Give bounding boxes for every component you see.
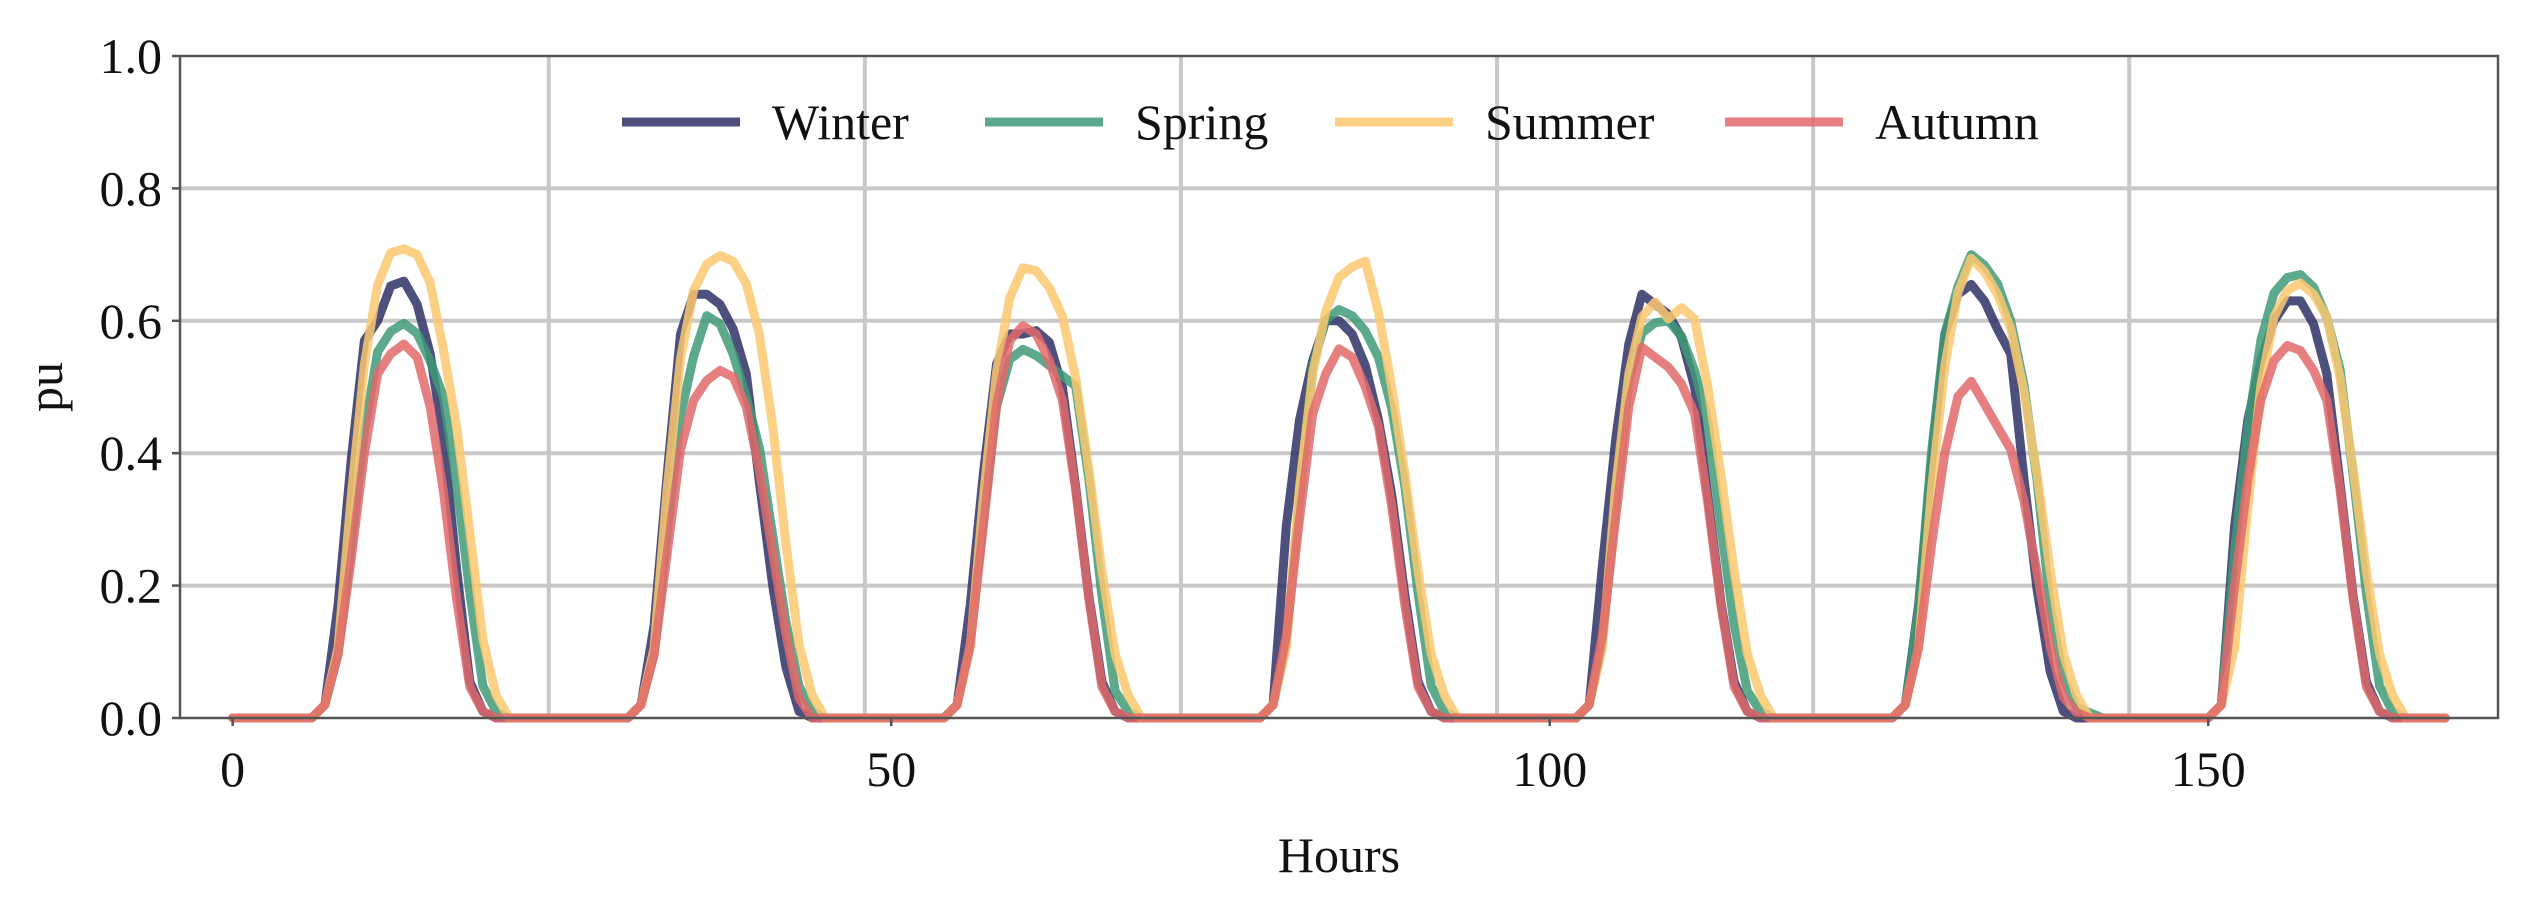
y-axis-title: pu bbox=[17, 362, 73, 412]
legend-label: Autumn bbox=[1875, 94, 2039, 150]
y-axis: 0.0 0.2 0.4 0.6 0.8 1.0 bbox=[100, 28, 180, 746]
y-tick-label: 0.0 bbox=[100, 690, 163, 746]
plot-frame bbox=[178, 54, 2500, 720]
x-axis: 0 50 100 150 bbox=[220, 718, 2246, 797]
legend-item-spring[interactable]: Spring bbox=[985, 94, 1268, 150]
legend-item-summer[interactable]: Summer bbox=[1335, 94, 1655, 150]
x-tick-label: 50 bbox=[866, 741, 916, 797]
legend-label: Winter bbox=[772, 94, 909, 150]
x-tick-label: 100 bbox=[1512, 741, 1587, 797]
plot-background bbox=[180, 56, 2498, 718]
y-tick-label: 0.6 bbox=[100, 293, 163, 349]
y-tick-label: 0.2 bbox=[100, 558, 163, 614]
x-tick-label: 0 bbox=[220, 741, 245, 797]
y-tick-label: 0.8 bbox=[100, 160, 163, 216]
x-tick-label: 150 bbox=[2171, 741, 2246, 797]
plot-area bbox=[180, 56, 2498, 718]
x-axis-title: Hours bbox=[1278, 827, 1400, 883]
y-tick-label: 0.4 bbox=[100, 425, 163, 481]
legend-item-winter[interactable]: Winter bbox=[622, 94, 909, 150]
y-tick-label: 1.0 bbox=[100, 28, 163, 84]
legend-label: Spring bbox=[1135, 94, 1268, 150]
legend-label: Summer bbox=[1485, 94, 1655, 150]
legend-item-autumn[interactable]: Autumn bbox=[1725, 94, 2039, 150]
legend[interactable]: Winter Spring Summer Autumn bbox=[622, 94, 2039, 150]
